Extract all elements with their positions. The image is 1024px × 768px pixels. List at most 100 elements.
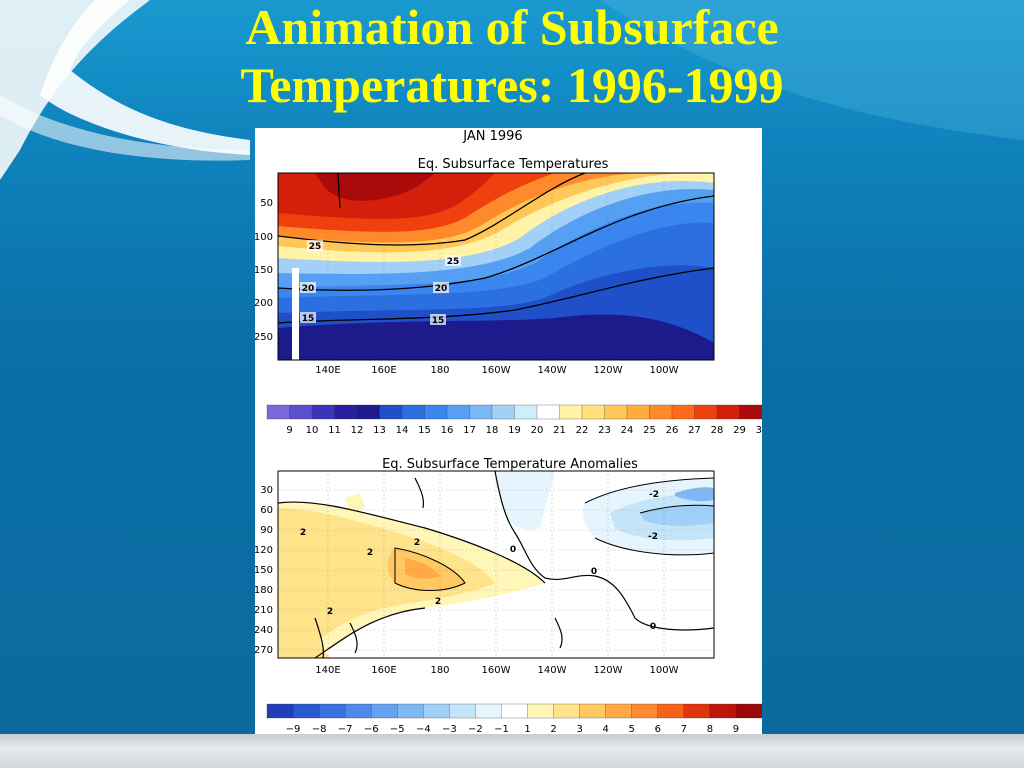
colorbar-swatch <box>604 404 628 420</box>
bottom-contour-label: 2 <box>327 607 333 617</box>
colorbar-tick-label: 13 <box>373 425 386 436</box>
colorbar-swatch <box>318 703 346 719</box>
colorbar-tick-label: 10 <box>306 425 319 436</box>
colorbar-swatch <box>514 404 538 420</box>
top-plot-frame <box>277 172 715 361</box>
bottom-contour-label: 2 <box>435 597 441 607</box>
colorbar-tick-label: 5 <box>629 724 635 735</box>
colorbar-swatch <box>735 703 762 719</box>
bottom-y-tick: 30 <box>260 485 273 496</box>
colorbar-swatch <box>694 404 718 420</box>
colorbar-swatch <box>401 404 425 420</box>
top-plot-title: Eq. Subsurface Temperatures <box>418 157 609 172</box>
colorbar-tick-label: −6 <box>364 724 379 735</box>
colorbar-tick-label: 21 <box>553 425 566 436</box>
colorbar-tick-label: −4 <box>416 724 431 735</box>
colorbar-swatch <box>605 703 633 719</box>
bottom-y-tick: 90 <box>260 525 273 536</box>
bottom-x-tick: 100W <box>650 665 679 676</box>
top-y-tick: 200 <box>255 298 273 309</box>
top-colorbar <box>266 404 762 420</box>
colorbar-swatch <box>536 404 560 420</box>
colorbar-tick-label: 4 <box>602 724 608 735</box>
bottom-y-tick: 150 <box>255 565 273 576</box>
colorbar-swatch <box>559 404 583 420</box>
colorbar-tick-label: 2 <box>550 724 556 735</box>
colorbar-swatch <box>657 703 685 719</box>
bottom-x-tick: 160E <box>371 665 396 676</box>
bottom-contour-label: -2 <box>649 490 659 500</box>
bottom-y-axis: 30 60 90 120 150 180 210 240 270 <box>255 485 273 656</box>
top-x-tick: 140E <box>315 365 340 376</box>
bottom-plot-frame <box>277 470 715 659</box>
colorbar-tick-label: 1 <box>524 724 530 735</box>
top-contour-label: 15 <box>432 316 445 326</box>
colorbar-tick-label: 9 <box>733 724 739 735</box>
colorbar-swatch <box>266 703 294 719</box>
colorbar-tick-label: 12 <box>351 425 364 436</box>
colorbar-swatch <box>423 703 450 719</box>
slide-title-line1: Animation of Subsurface <box>245 0 779 55</box>
bottom-colorbar <box>266 703 762 719</box>
colorbar-tick-label: −9 <box>286 724 301 735</box>
bottom-x-axis: 140E 160E 180 160W 140W 120W 100W <box>315 665 678 676</box>
bottom-x-tick: 160W <box>482 665 511 676</box>
top-plot-field <box>278 173 714 360</box>
colorbar-tick-label: 26 <box>666 425 679 436</box>
slide-title: Animation of Subsurface Temperatures: 19… <box>0 0 1024 114</box>
colorbar-tick-label: 19 <box>508 425 521 436</box>
bottom-plot-title: Eq. Subsurface Temperature Anomalies <box>382 457 638 472</box>
colorbar-swatch <box>449 703 476 719</box>
colorbar-tick-label: 22 <box>576 425 589 436</box>
colorbar-swatch <box>649 404 673 420</box>
colorbar-swatch <box>379 404 403 420</box>
top-y-tick: 150 <box>255 265 273 276</box>
colorbar-tick-label: 20 <box>531 425 544 436</box>
colorbar-tick-label: 18 <box>486 425 499 436</box>
colorbar-tick-label: 16 <box>441 425 454 436</box>
colorbar-swatch <box>527 703 555 719</box>
colorbar-tick-label: 30 <box>756 425 762 436</box>
bottom-x-tick: 180 <box>430 665 449 676</box>
top-y-tick: 100 <box>255 232 273 243</box>
top-x-tick: 160W <box>482 365 511 376</box>
colorbar-swatch <box>356 404 380 420</box>
bottom-y-tick: 120 <box>255 545 273 556</box>
top-x-tick: 100W <box>650 365 679 376</box>
colorbar-tick-label: 15 <box>418 425 431 436</box>
bottom-contour-label: 2 <box>300 528 306 538</box>
bottom-plot-field <box>278 471 714 658</box>
colorbar-swatch <box>626 404 650 420</box>
colorbar-tick-label: 27 <box>688 425 701 436</box>
colorbar-swatch <box>671 404 695 420</box>
colorbar-swatch <box>266 404 290 420</box>
top-x-tick: 120W <box>594 365 623 376</box>
top-x-axis: 140E 160E 180 160W 140W 120W 100W <box>315 365 678 376</box>
bottom-x-tick: 120W <box>594 665 623 676</box>
colorbar-tick-label: 6 <box>655 724 661 735</box>
colorbar-tick-label: 24 <box>621 425 634 436</box>
colorbar-tick-label: −3 <box>442 724 457 735</box>
colorbar-swatch <box>581 404 605 420</box>
bottom-contour-label: 2 <box>414 538 420 548</box>
colorbar-tick-label: 3 <box>576 724 582 735</box>
bottom-contour-label: 0 <box>650 622 656 632</box>
colorbar-swatch <box>716 404 740 420</box>
colorbar-tick-label: 23 <box>598 425 611 436</box>
top-contour-label: 25 <box>447 257 460 267</box>
slide-footer-bar <box>0 734 1024 768</box>
bottom-contour-label: 0 <box>591 567 597 577</box>
bottom-y-tick: 180 <box>255 585 273 596</box>
bottom-y-tick: 270 <box>255 645 273 656</box>
colorbar-swatch <box>292 703 320 719</box>
colorbar-swatch <box>424 404 448 420</box>
colorbar-swatch <box>491 404 515 420</box>
colorbar-swatch <box>371 703 398 719</box>
top-x-tick: 160E <box>371 365 396 376</box>
top-y-tick: 50 <box>260 198 273 209</box>
bottom-contour-label: 0 <box>510 545 516 555</box>
colorbar-tick-label: 8 <box>707 724 713 735</box>
bottom-colorbar-ticks: −9 −8 −7 −6 −5 −4 −3 −2 −1 1 2 3 4 5 6 7 8 9 <box>286 724 739 735</box>
bottom-contour-label: 2 <box>367 548 373 558</box>
bottom-x-tick: 140W <box>538 665 567 676</box>
